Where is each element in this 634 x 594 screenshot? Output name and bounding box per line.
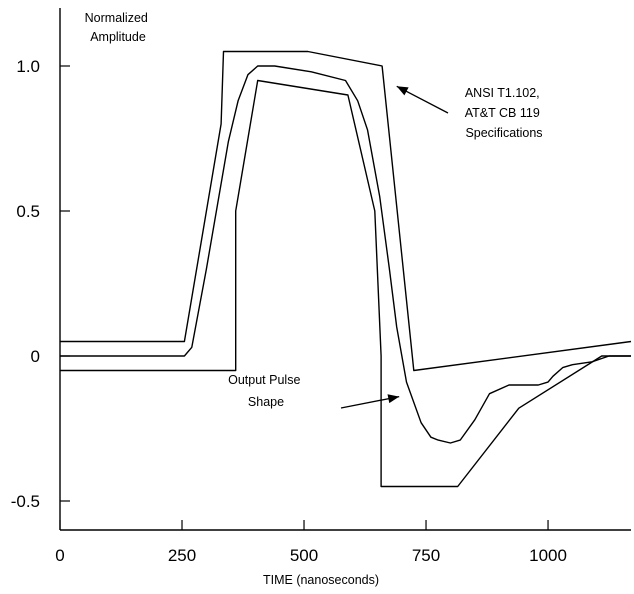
x-tick-label: 750	[412, 546, 440, 565]
spec-annotation: ANSI T1.102, AT&T CB 119 Specifications	[465, 86, 544, 140]
pulse-arrow	[340, 394, 400, 409]
x-axis-label: TIME (nanoseconds)	[263, 573, 379, 587]
y-axis-label-line-2: Amplitude	[90, 30, 146, 44]
x-ticks: 0 250 500 750 1000	[55, 520, 567, 565]
arrow-head	[396, 86, 409, 96]
series-line-lower-mask	[60, 79, 631, 488]
y-axis-label-line-1: Normalized	[85, 11, 148, 25]
x-tick-label: 1000	[529, 546, 567, 565]
spec-annotation-line-1: ANSI T1.102,	[465, 86, 540, 100]
spec-arrow	[396, 85, 449, 114]
y-ticks: 1.0 0.5 0 -0.5	[11, 57, 70, 511]
spec-annotation-line-2: AT&T CB 119	[465, 106, 540, 120]
spec-annotation-line-3: Specifications	[465, 126, 542, 140]
series-line-output-pulse	[60, 65, 631, 444]
y-tick-label: -0.5	[11, 492, 40, 511]
x-tick-label: 0	[55, 546, 64, 565]
y-tick-label: 0	[31, 347, 40, 366]
pulse-annotation: Output Pulse Shape	[228, 373, 304, 409]
arrow-head	[387, 394, 400, 404]
x-tick-label: 250	[168, 546, 196, 565]
series-layer	[60, 50, 632, 488]
pulse-annotation-line-1: Output Pulse	[228, 373, 300, 387]
series-line-upper-mask	[60, 50, 632, 372]
pulse-annotation-line-2: Shape	[248, 395, 284, 409]
y-axis-label: Normalized Amplitude	[85, 11, 152, 44]
x-tick-label: 500	[290, 546, 318, 565]
y-tick-label: 1.0	[16, 57, 40, 76]
y-tick-label: 0.5	[16, 202, 40, 221]
